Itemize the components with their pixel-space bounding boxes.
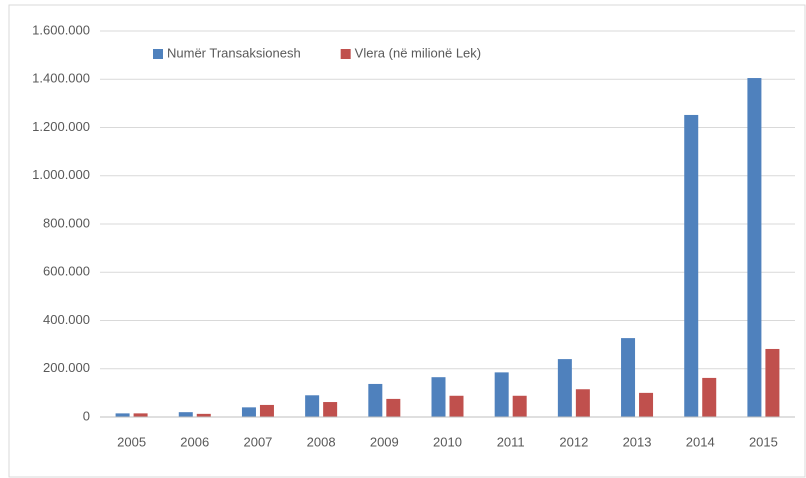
bar — [323, 402, 338, 417]
bar — [639, 392, 654, 417]
x-tick-label: 2011 — [497, 434, 525, 449]
bar — [702, 377, 717, 417]
bar — [575, 389, 590, 417]
y-tick-label: 600.000 — [43, 264, 90, 279]
bar — [178, 412, 193, 417]
x-tick-label: 2012 — [559, 434, 588, 449]
bar — [512, 395, 527, 417]
chart-border — [8, 4, 806, 478]
bar — [494, 372, 509, 417]
x-tick-label: 2013 — [623, 434, 652, 449]
y-tick-label: 200.000 — [43, 360, 90, 375]
bar — [747, 78, 762, 417]
x-tick-label: 2007 — [243, 434, 272, 449]
x-tick-label: 2006 — [180, 434, 209, 449]
x-tick-label: 2010 — [433, 434, 462, 449]
bar — [557, 359, 572, 417]
bar — [684, 114, 699, 417]
x-tick-label: 2014 — [686, 434, 715, 449]
y-tick-label: 800.000 — [43, 215, 90, 230]
x-tick-label: 2005 — [117, 434, 146, 449]
legend-swatch — [153, 49, 163, 59]
legend-label: Numër Transaksionesh — [167, 45, 301, 60]
bar — [431, 377, 446, 417]
legend-label: Vlera (në milionë Lek) — [355, 45, 481, 60]
y-tick-label: 1.400.000 — [32, 71, 90, 86]
bar — [133, 413, 148, 417]
x-tick-label: 2009 — [370, 434, 399, 449]
bar — [259, 404, 274, 417]
bar — [386, 398, 401, 417]
bar — [765, 348, 780, 417]
legend-swatch — [340, 49, 351, 59]
bar — [196, 413, 211, 417]
bar — [115, 413, 130, 417]
x-tick-label: 2008 — [307, 434, 336, 449]
y-tick-label: 1.200.000 — [32, 119, 90, 134]
x-tick-label: 2015 — [749, 434, 778, 449]
y-tick-label: 400.000 — [43, 312, 90, 327]
y-tick-label: 1.600.000 — [32, 22, 90, 37]
bar — [621, 338, 636, 417]
y-tick-label: 1.000.000 — [32, 167, 90, 182]
y-tick-label: 0 — [83, 408, 90, 423]
bar — [449, 395, 464, 417]
bar — [368, 383, 383, 417]
bar — [305, 395, 320, 417]
bar — [241, 407, 256, 417]
